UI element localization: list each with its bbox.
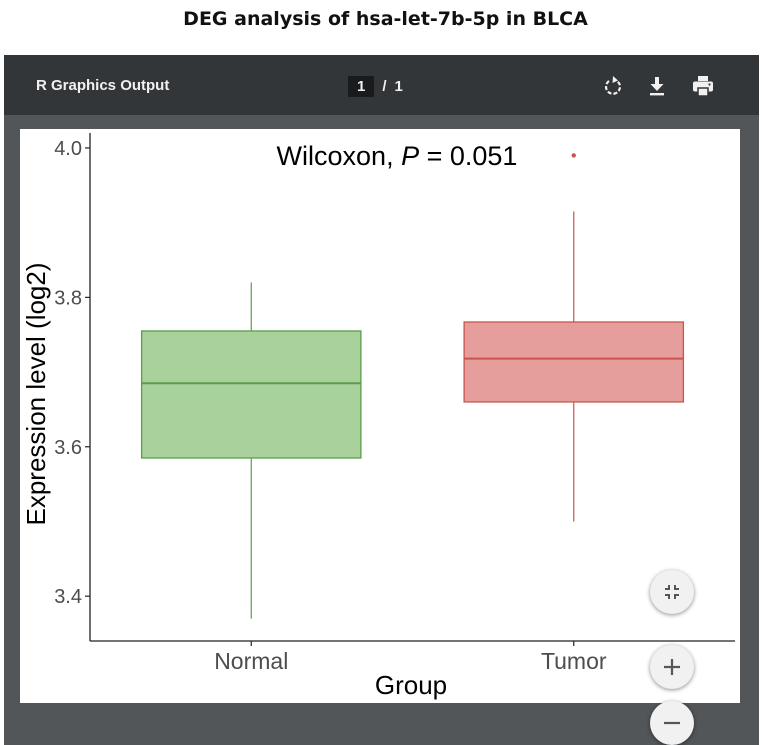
y-axis-title: Expression level (log2) [21, 262, 51, 525]
outlier-point [571, 153, 576, 158]
zoom-in-button[interactable] [650, 645, 694, 689]
rotate-icon [604, 76, 622, 95]
zoom-out-icon [664, 721, 680, 725]
y-tick-label: 3.8 [54, 287, 82, 309]
zoom-out-button[interactable] [650, 701, 694, 745]
plot-canvas: 3.4 3.6 3.8 4.0 Normal Tumor Wilcoxon, P = 0.… [20, 129, 740, 703]
download-button[interactable] [642, 71, 672, 101]
page-total: 1 [394, 77, 403, 95]
plot-axes: 3.4 3.6 3.8 4.0 Normal Tumor [54, 133, 735, 674]
fit-to-page-button[interactable] [650, 570, 694, 614]
print-icon [693, 76, 713, 97]
wilcoxon-annotation: Wilcoxon, P = 0.051 [277, 141, 518, 171]
x-axis-title: Group [375, 670, 447, 700]
annotation-p-value: = 0.051 [419, 141, 517, 171]
annotation-prefix: Wilcoxon, [277, 141, 402, 171]
box-tumor [463, 321, 685, 403]
y-tick-label: 3.6 [54, 437, 82, 459]
page-number-input[interactable]: 1 [348, 75, 375, 97]
viewer-title: R Graphics Output [36, 77, 170, 94]
fit-to-page-icon [665, 585, 679, 599]
page-indicator: 1 / 1 [348, 74, 403, 98]
boxplot-chart: 3.4 3.6 3.8 4.0 Normal Tumor Wilcoxon, P = 0.… [21, 133, 735, 700]
print-button[interactable] [688, 71, 718, 101]
box-normal [140, 330, 362, 459]
rotate-button[interactable] [598, 71, 628, 101]
download-icon [650, 77, 664, 96]
page-title: DEG analysis of hsa-let-7b-5p in BLCA [183, 8, 588, 30]
plot-boxes [140, 153, 685, 619]
x-tick-label: Normal [214, 648, 288, 674]
annotation-p-symbol: P [401, 141, 419, 171]
zoom-in-icon [664, 659, 680, 675]
graphics-viewer: R Graphics Output 1 / 1 [4, 55, 759, 745]
y-tick-label: 4.0 [54, 138, 82, 160]
viewer-toolbar: R Graphics Output 1 / 1 [4, 55, 759, 115]
page-separator: / [382, 77, 387, 95]
y-tick-label: 3.4 [54, 586, 82, 608]
x-tick-label: Tumor [541, 648, 607, 674]
